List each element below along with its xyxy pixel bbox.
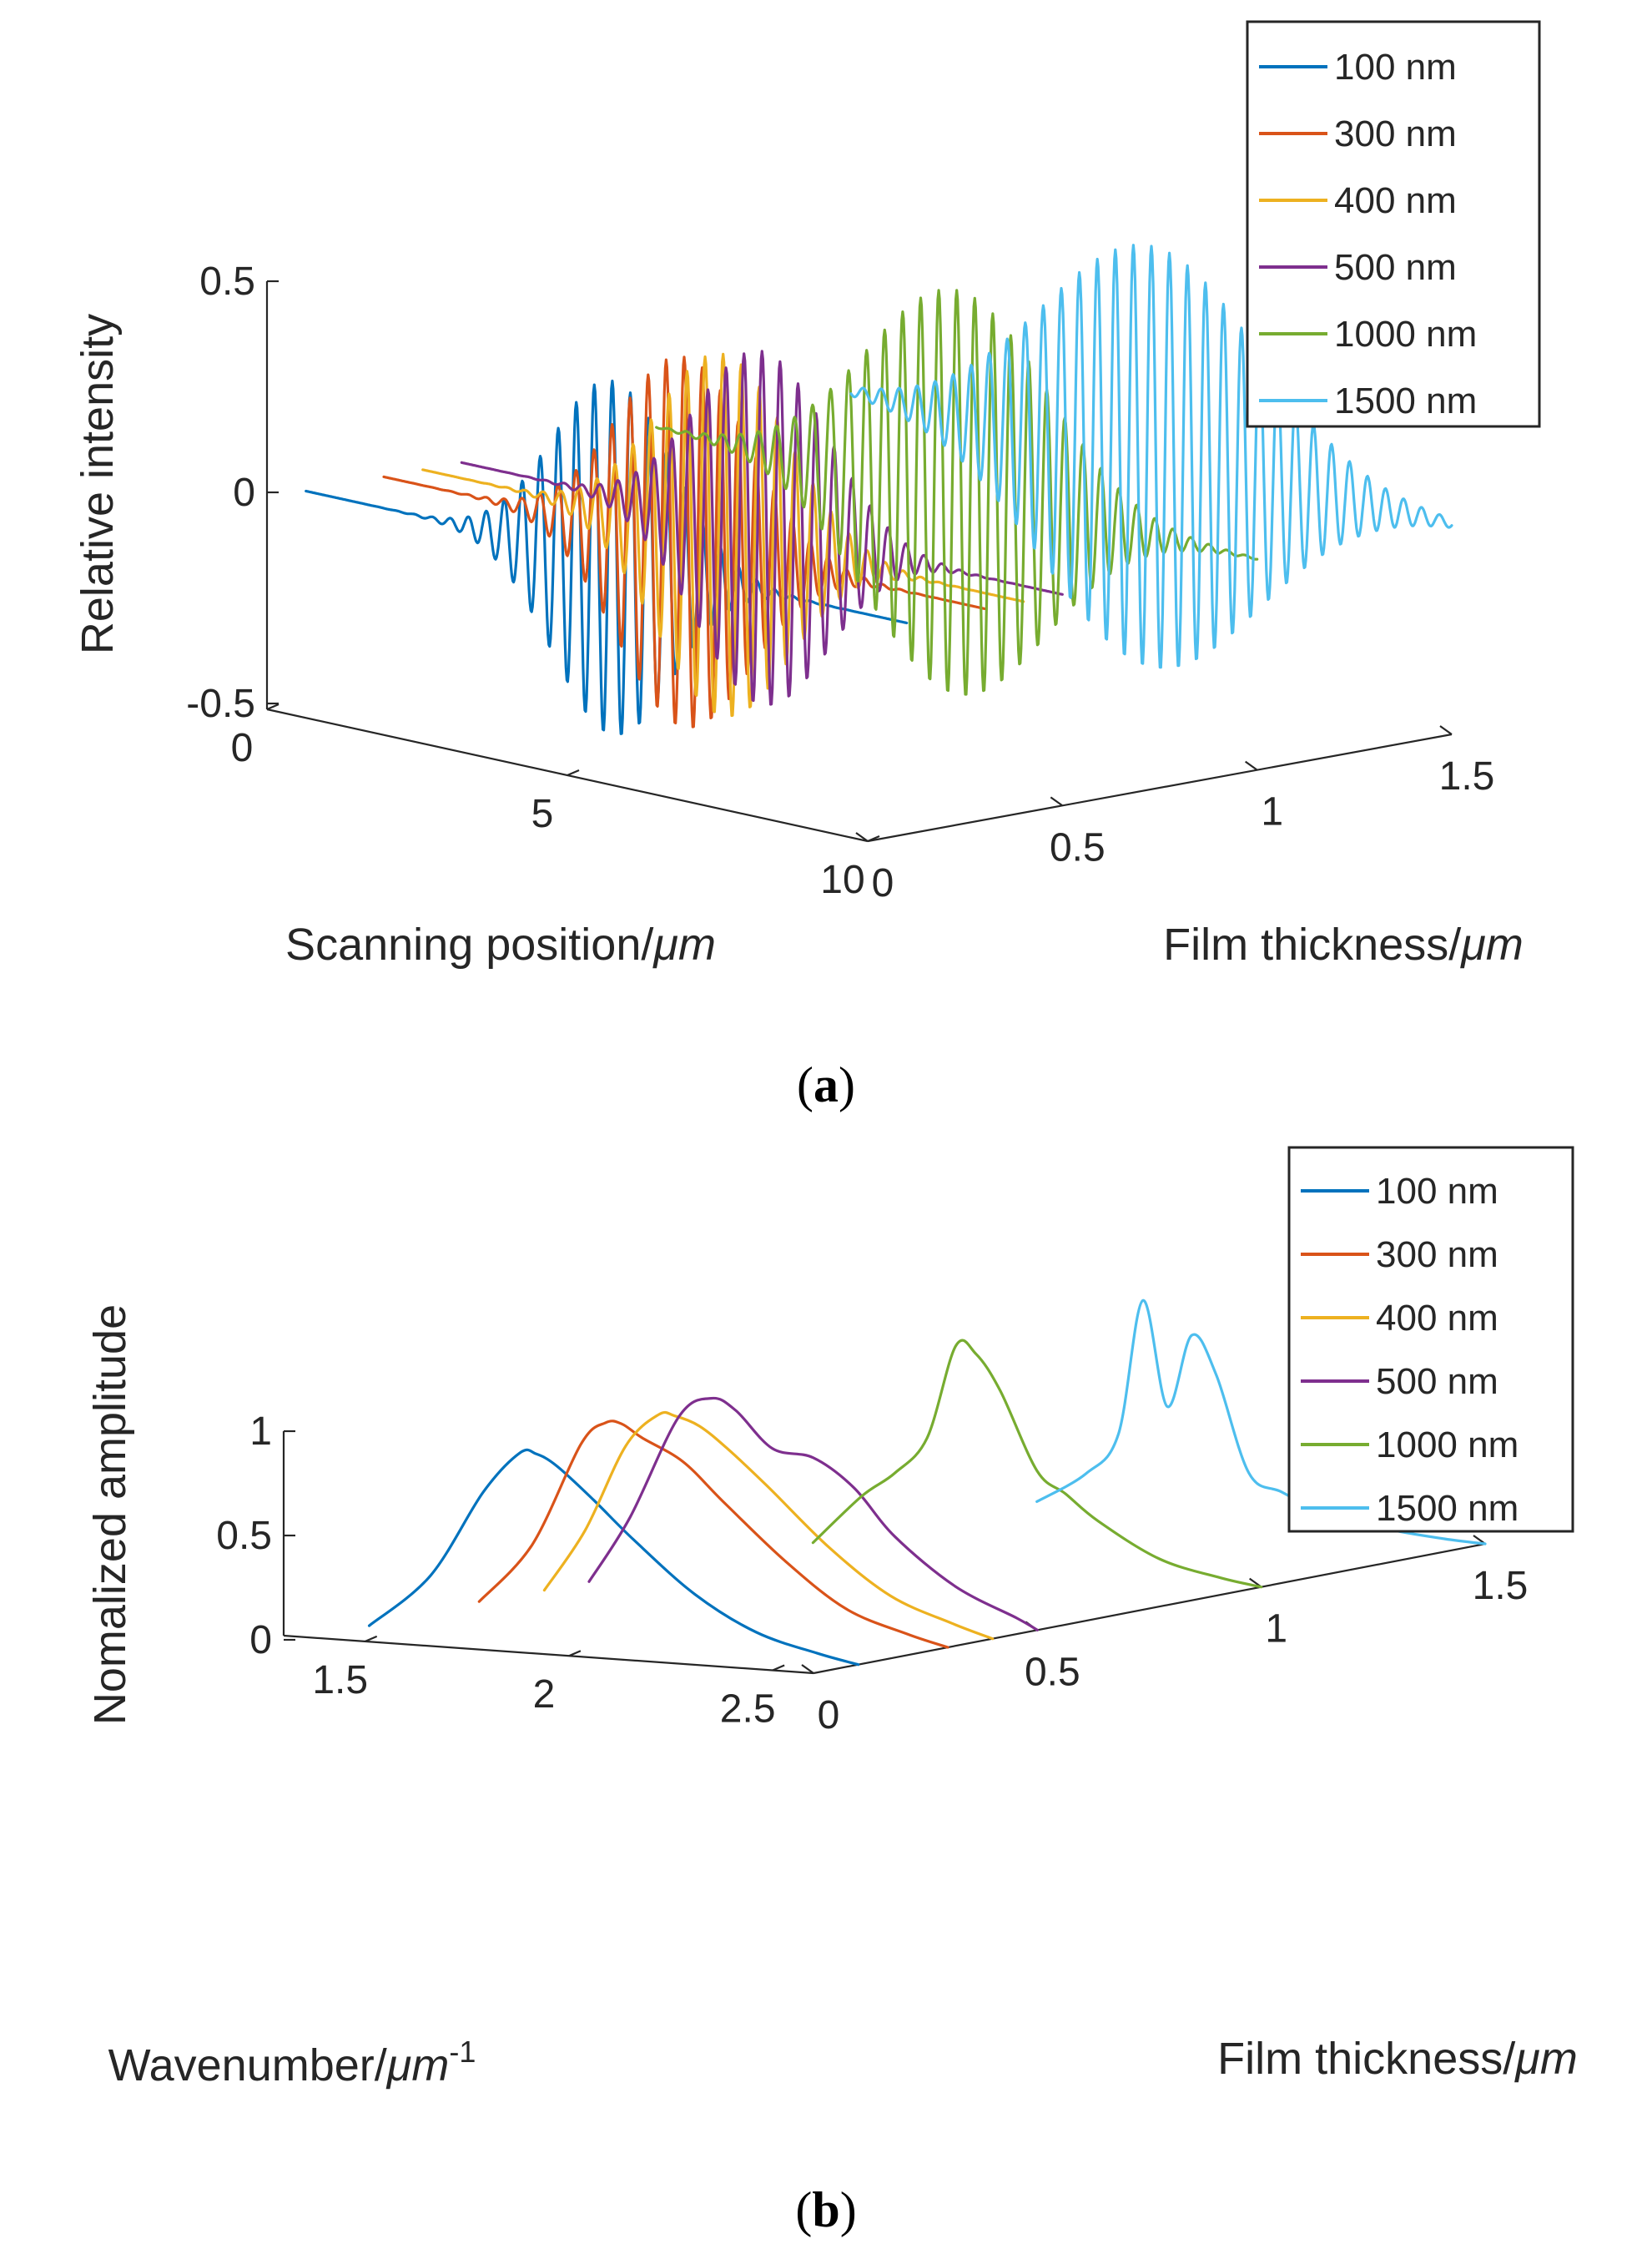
b-y-axis-title-text: Wavenumber/ [108,2040,387,2090]
b-z-tick-label: 0.5 [216,1514,272,1558]
b-legend-label: 1500 nm [1376,1488,1519,1529]
b-series-line-300-nm [477,1419,949,1649]
b-series-line-1000-nm [811,1339,1263,1589]
panel-b-axis-labels: 0 0.5 1 1.5 1.5 2 2.5 1 0.5 0 Nomalized amplitude F… [85,1304,1578,2090]
a-legend-label: 1000 nm [1334,314,1477,355]
a-x-axis-title: Film thickness/μm [1163,920,1524,970]
a-x-tick-label: 1.5 [1439,754,1495,799]
panel-a-caption: (a) [797,1057,855,1112]
a-z-axis-title: Relative intensity [73,314,123,654]
b-x-axis-line [813,1542,1486,1675]
a-y-tick [266,703,280,711]
panel-a-traces [305,244,1453,735]
a-y-tick-label: 0 [231,726,254,770]
a-z-tick-label: 0.5 [199,260,255,304]
b-y-axis-title: Wavenumber/μm-1 [108,2035,476,2090]
b-x-tick-label: 1.5 [1473,1564,1529,1608]
panel-b-traces [367,1298,1487,1667]
a-x-tick-label: 0 [872,861,894,905]
b-y-axis-line [283,1634,814,1675]
b-x-tick-label: 0 [818,1693,840,1737]
b-legend-label: 100 nm [1376,1171,1498,1212]
b-x-axis-title-text: Film thickness/ [1217,2034,1515,2084]
panel-b-legend: 100 nm 300 nm 400 nm 500 nm 1000 nm 1500 nm [1287,1146,1574,1533]
a-legend-label: 400 nm [1334,180,1457,221]
b-legend-box [1287,1146,1574,1533]
a-x-tick-label: 1 [1261,790,1283,835]
a-legend-label: 1500 nm [1334,381,1477,421]
a-x-tick-label: 0.5 [1050,825,1106,870]
a-x-tick [1439,725,1453,735]
b-legend-label: 1000 nm [1376,1425,1519,1465]
a-series-line-400-nm [421,352,1025,718]
a-series-line-300-nm [382,356,986,729]
b-y-axis-title-unit: μm [385,2040,450,2090]
a-x-axis-title-text: Film thickness/ [1163,920,1461,970]
b-series-line-100-nm [367,1448,860,1667]
b-x-tick-label: 1 [1265,1607,1287,1651]
a-y-tick [867,835,880,843]
b-y-tick [568,1650,582,1657]
a-y-axis-title-unit: μm [652,920,716,970]
a-y-tick-label: 10 [820,858,864,902]
b-y-tick-label: 1.5 [312,1658,368,1702]
b-series-line-400-nm [542,1410,995,1641]
b-z-tick-label: 0 [249,1618,272,1662]
a-z-tick-label: -0.5 [186,682,255,726]
panel-b-axes [282,1430,1486,1675]
a-y-tick-label: 5 [531,792,554,836]
a-legend-label: 500 nm [1334,247,1457,288]
a-legend-label: 300 nm [1334,113,1457,154]
b-x-tick-label: 0.5 [1025,1650,1080,1694]
b-x-axis-title-unit: μm [1513,2034,1578,2084]
b-legend-label: 500 nm [1376,1361,1498,1402]
b-y-tick-label: 2.5 [720,1687,776,1732]
a-y-axis-title: Scanning position/μm [285,920,716,970]
panel-a-axes [265,280,1453,843]
a-x-tick [855,832,869,842]
b-legend-label: 400 nm [1376,1298,1498,1339]
panel-b-caption: (b) [795,2182,856,2237]
b-y-tick [772,1664,785,1672]
b-y-axis-title-sup: -1 [449,2035,476,2069]
b-y-tick [365,1635,378,1642]
b-z-axis-title: Nomalized amplitude [85,1304,135,1725]
b-x-axis-title: Film thickness/μm [1217,2034,1578,2084]
a-x-axis-title-unit: μm [1459,920,1524,970]
b-series-line-500-nm [587,1396,1039,1631]
b-x-tick [801,1664,814,1674]
a-z-tick-label: 0 [233,471,255,515]
a-x-axis-line [867,733,1453,843]
b-y-tick-label: 2 [533,1672,556,1717]
panel-a-legend: 100 nm 300 nm 400 nm 500 nm 1000 nm 1500 nm [1246,20,1541,428]
a-legend-label: 100 nm [1334,47,1457,88]
panel-b-chart: 0 0.5 1 1.5 1.5 2 2.5 1 0.5 0 Nomalized amplitude F… [85,1146,1578,2237]
b-legend-label: 300 nm [1376,1234,1498,1275]
b-z-tick-label: 1 [249,1409,272,1454]
a-legend-box [1246,20,1541,428]
a-x-tick [1245,760,1258,771]
a-y-axis-title-text: Scanning position/ [285,920,653,970]
a-series-line-1500-nm [849,244,1453,669]
a-y-tick [567,769,580,777]
a-x-tick [1050,796,1063,807]
